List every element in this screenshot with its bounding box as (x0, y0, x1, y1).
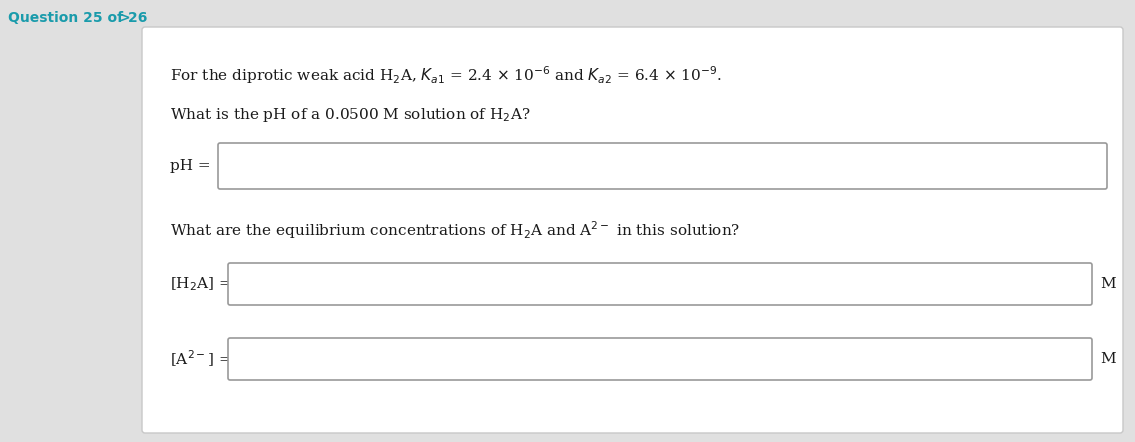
Text: M: M (1100, 352, 1116, 366)
Text: For the diprotic weak acid H$_2$A, $K_{a1}$ = 2.4 $\times$ 10$^{-6}$ and $K_{a2}: For the diprotic weak acid H$_2$A, $K_{a… (170, 64, 722, 86)
FancyBboxPatch shape (228, 338, 1092, 380)
Text: [H$_2$A] =: [H$_2$A] = (170, 275, 232, 293)
Text: What is the pH of a 0.0500 M solution of H$_2$A?: What is the pH of a 0.0500 M solution of… (170, 106, 530, 124)
Text: M: M (1100, 277, 1116, 291)
Text: Question 25 of 26: Question 25 of 26 (8, 11, 148, 25)
FancyBboxPatch shape (228, 263, 1092, 305)
Text: What are the equilibrium concentrations of H$_2$A and A$^{2-}$ in this solution?: What are the equilibrium concentrations … (170, 219, 740, 241)
Text: >: > (118, 11, 129, 25)
FancyBboxPatch shape (218, 143, 1107, 189)
Text: pH =: pH = (170, 159, 211, 173)
Text: [A$^{2-}$] =: [A$^{2-}$] = (170, 349, 232, 369)
FancyBboxPatch shape (142, 27, 1123, 433)
